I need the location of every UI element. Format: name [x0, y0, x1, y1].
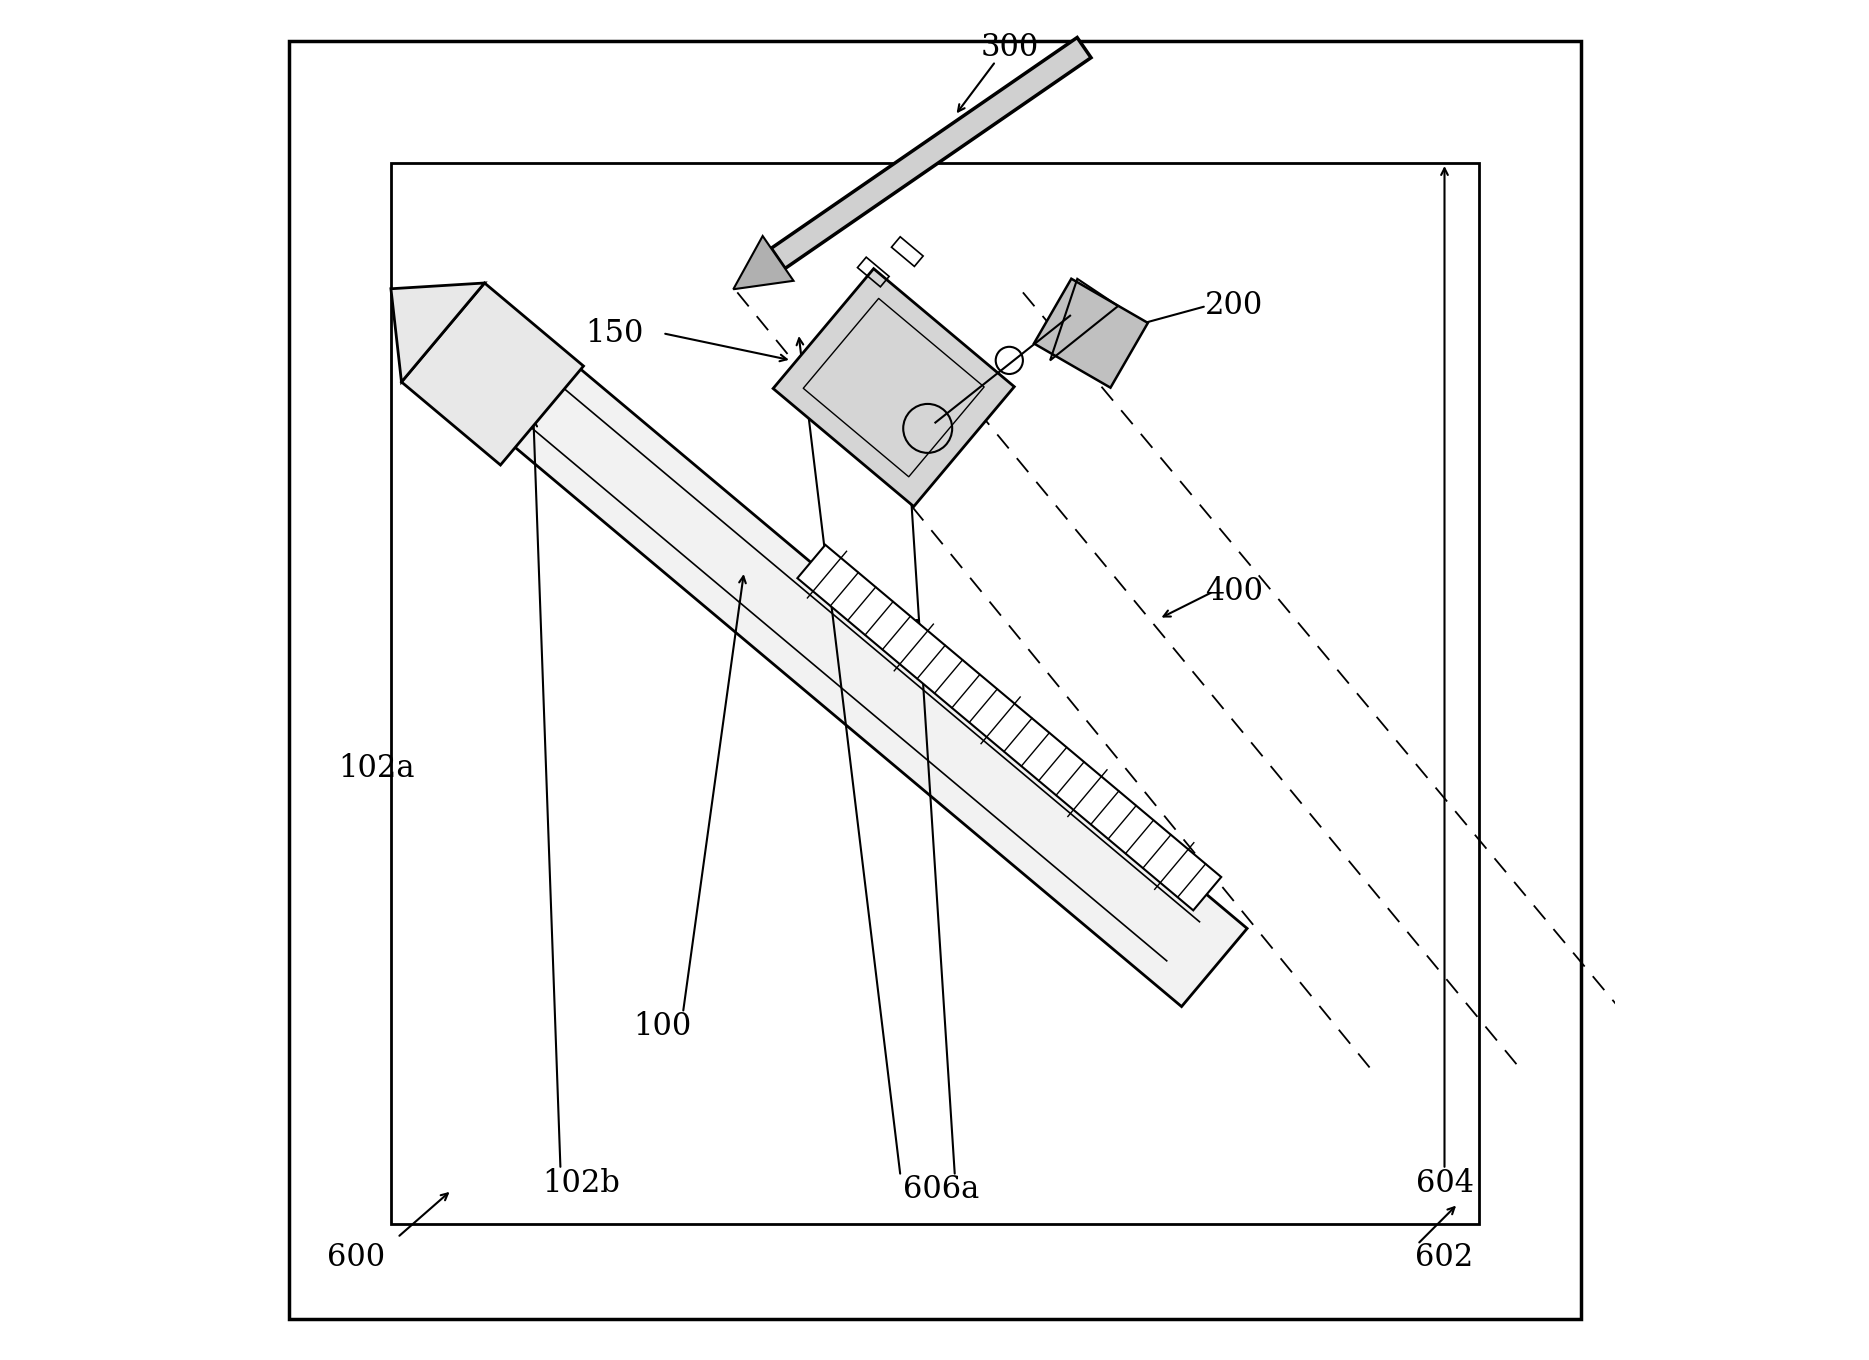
Text: 602: 602 — [1415, 1243, 1473, 1273]
Text: 400: 400 — [1206, 577, 1263, 607]
Text: A: A — [905, 619, 923, 646]
Text: 102b: 102b — [542, 1168, 621, 1198]
Text: 200: 200 — [1206, 291, 1263, 321]
Bar — [391, 163, 1478, 1224]
Polygon shape — [1034, 279, 1148, 388]
Text: 150: 150 — [585, 318, 645, 348]
Text: 100: 100 — [634, 1012, 692, 1042]
Text: 600: 600 — [327, 1243, 385, 1273]
Text: 604: 604 — [1415, 1168, 1473, 1198]
Text: 102a: 102a — [338, 753, 415, 783]
Text: 300: 300 — [979, 33, 1039, 63]
Polygon shape — [774, 269, 1015, 506]
Text: 606a: 606a — [903, 1175, 979, 1205]
Polygon shape — [391, 283, 484, 382]
Polygon shape — [402, 283, 583, 465]
Polygon shape — [432, 299, 1247, 1006]
Polygon shape — [733, 237, 794, 290]
Polygon shape — [772, 38, 1091, 268]
Polygon shape — [798, 545, 1220, 910]
